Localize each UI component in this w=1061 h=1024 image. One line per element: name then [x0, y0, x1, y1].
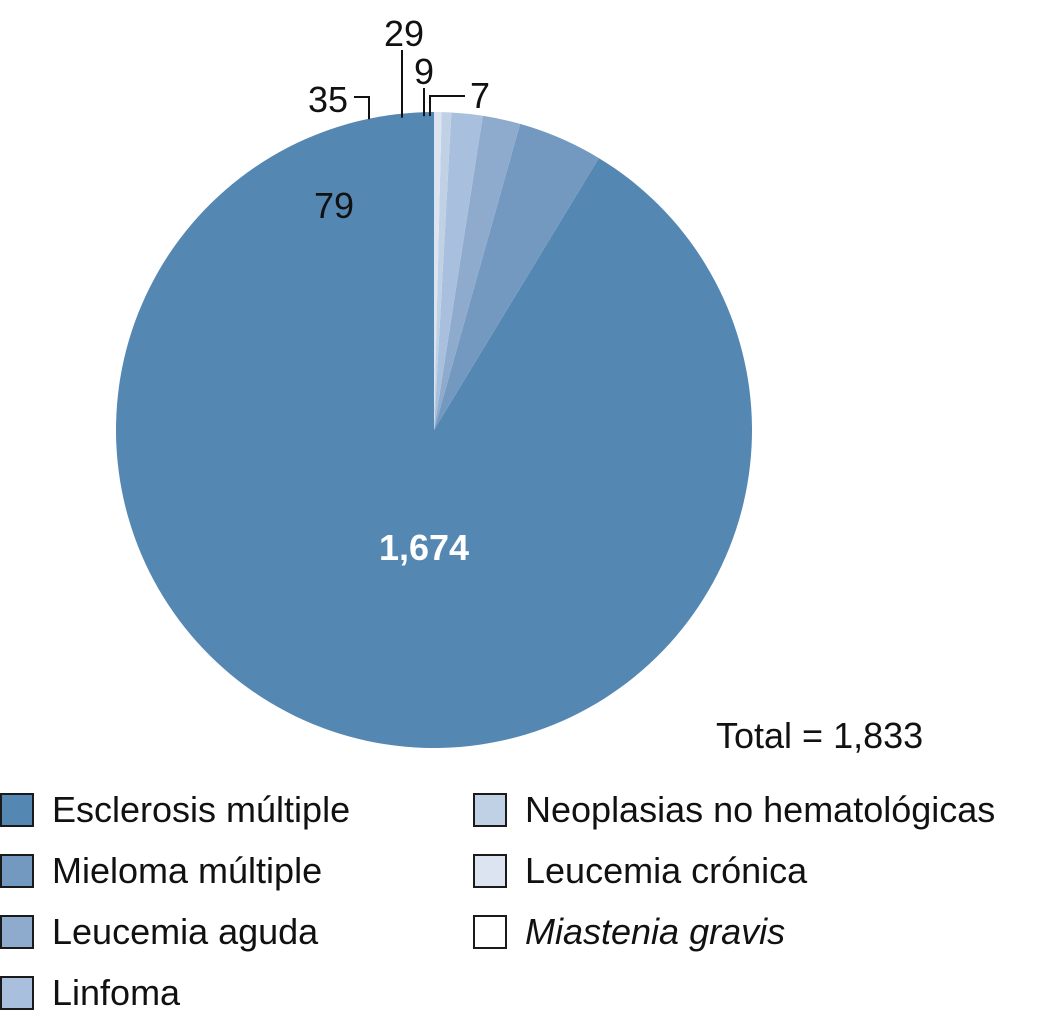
legend-label: Neoplasias no hematológicas [525, 789, 996, 830]
data-label-3: 29 [384, 13, 424, 54]
legend-label: Leucemia crónica [525, 850, 808, 891]
legend-item-4: Linfoma [0, 971, 180, 1015]
data-label-2: 35 [308, 79, 348, 120]
pie-slice-6 [434, 112, 442, 430]
leader-line-2 [354, 96, 370, 120]
legend-label: Esclerosis múltiple [52, 789, 351, 830]
data-label-4: 9 [414, 51, 434, 92]
legend-label: Miastenia gravis [525, 911, 786, 952]
legend-item-3: Leucemia aguda [0, 910, 318, 954]
legend-swatch [473, 793, 507, 827]
legend-item-6: Leucemia crónica [473, 849, 807, 893]
data-label-1: 79 [314, 185, 354, 226]
legend-item-1: Esclerosis múltiple [0, 788, 350, 832]
legend-swatch [0, 793, 34, 827]
legend-item-7: Miastenia gravis [473, 910, 785, 954]
legend-item-5: Neoplasias no hematológicas [473, 788, 995, 832]
legend-label: Leucemia aguda [52, 911, 319, 952]
leader-line-5 [429, 95, 465, 117]
legend-label: Mieloma múltiple [52, 850, 323, 891]
legend-swatch [0, 976, 34, 1010]
pie-slice-2 [434, 123, 599, 431]
total-label: Total = 1,833 [716, 715, 924, 756]
legend-swatch [473, 915, 507, 949]
legend-label: Linfoma [52, 972, 181, 1013]
data-label-5: 7 [470, 75, 490, 116]
pie-slice-1 [115, 112, 752, 748]
pie-slice-3 [434, 115, 521, 430]
legend-swatch [0, 854, 34, 888]
legend-swatch [473, 854, 507, 888]
legend-swatch [0, 915, 34, 949]
data-label-0: 1,674 [379, 527, 469, 568]
pie-slice-5 [434, 112, 452, 430]
legend-item-2: Mieloma múltiple [0, 849, 322, 893]
pie-slice-4 [434, 112, 483, 430]
